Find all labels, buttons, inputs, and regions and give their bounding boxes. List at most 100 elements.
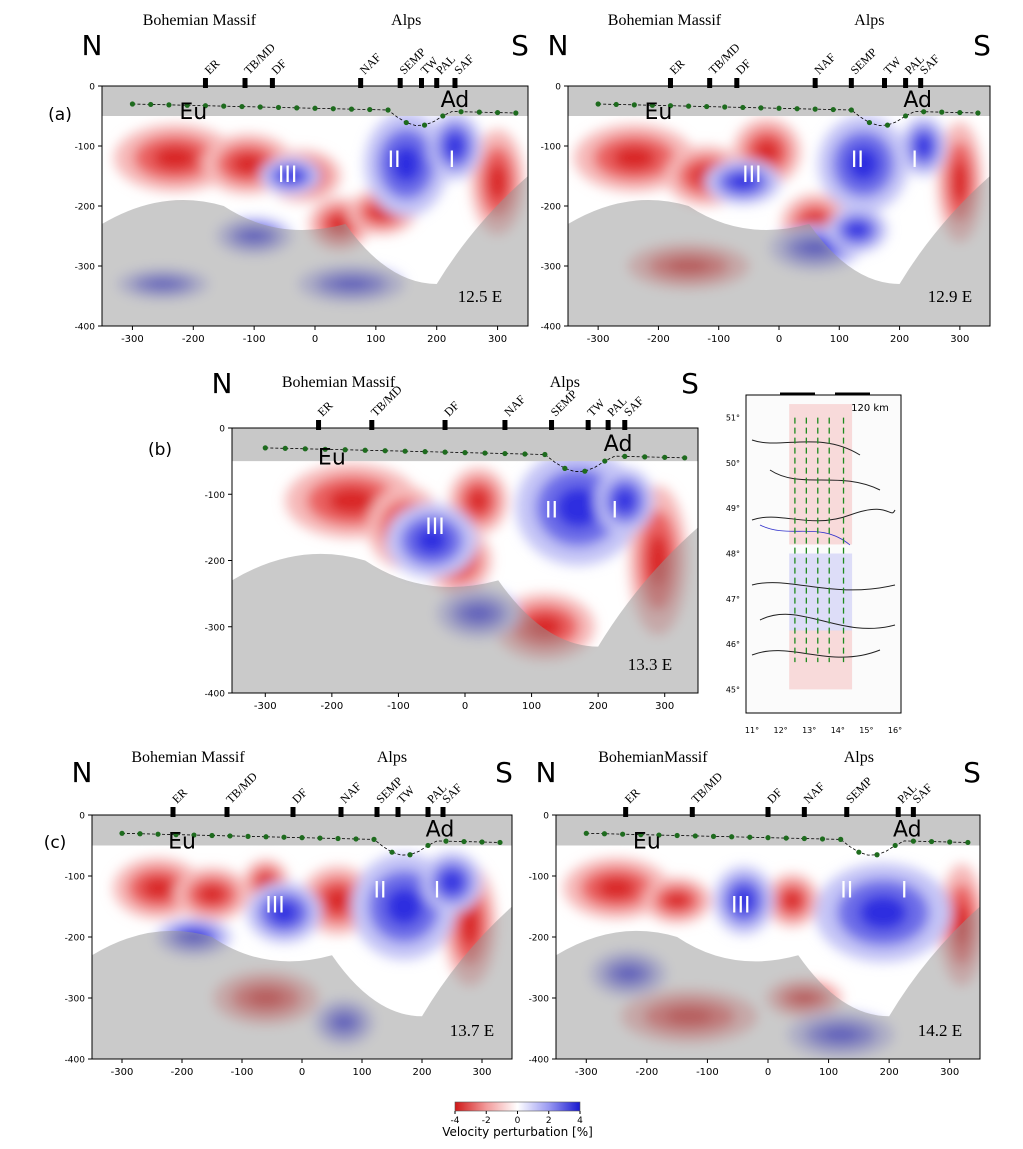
fault-label: TB/MD xyxy=(689,769,726,806)
anomaly-core xyxy=(612,145,657,171)
fault-marker xyxy=(452,78,458,88)
station-marker xyxy=(461,838,467,845)
group-label-alps: Alps xyxy=(854,12,884,29)
station-marker xyxy=(622,453,628,459)
station-marker xyxy=(921,109,927,115)
map-background xyxy=(746,395,901,713)
station-marker xyxy=(595,101,601,107)
y-tick-label: -200 xyxy=(65,934,86,944)
station-marker xyxy=(758,105,764,111)
station-marker xyxy=(312,105,318,111)
fault-marker xyxy=(269,78,275,88)
map-lon-label: 11° xyxy=(745,726,759,735)
station-marker xyxy=(729,834,735,840)
station-marker xyxy=(794,106,800,112)
y-tick-label: -300 xyxy=(75,263,96,273)
fault-marker xyxy=(369,420,375,430)
x-tick-label: -200 xyxy=(321,701,344,712)
x-tick-label: 0 xyxy=(776,334,782,345)
station-marker xyxy=(613,101,619,108)
fault-line xyxy=(769,469,881,491)
unit-label-i: I xyxy=(434,878,441,903)
map-lat-label: 49° xyxy=(726,504,740,513)
station-marker xyxy=(402,448,408,454)
station-marker xyxy=(542,451,548,458)
fault-label: SAF xyxy=(910,780,936,806)
station-marker xyxy=(275,104,282,111)
station-marker xyxy=(939,109,945,115)
resolution-mask xyxy=(102,176,528,326)
fault-marker xyxy=(895,807,901,817)
x-tick-label: -100 xyxy=(696,1067,719,1078)
station-marker xyxy=(965,839,971,846)
station-marker xyxy=(583,830,589,836)
y-tick-label: -300 xyxy=(65,995,86,1005)
x-tick-label: -200 xyxy=(182,334,205,345)
station-marker xyxy=(342,447,348,453)
fault-marker xyxy=(202,78,208,88)
panel-label: (c) xyxy=(44,833,67,853)
station-marker xyxy=(442,449,448,455)
x-tick-label: -300 xyxy=(121,334,144,345)
fault-marker xyxy=(585,420,591,430)
anomaly-core xyxy=(385,887,423,926)
x-tick-label: 0 xyxy=(765,1067,771,1078)
fault-label: ER xyxy=(202,56,223,77)
colorbar-tick-label: 2 xyxy=(546,1116,552,1126)
colorbar-tick-label: 4 xyxy=(577,1116,583,1126)
station-marker xyxy=(302,446,308,452)
fault-marker xyxy=(395,807,401,817)
x-tick-label: 100 xyxy=(366,334,385,345)
fault-marker xyxy=(765,807,771,817)
fault-label: TW xyxy=(881,54,905,78)
fault-marker xyxy=(882,78,887,88)
fault-marker xyxy=(549,420,555,430)
unit-label-ii: II xyxy=(545,498,558,523)
fault-line xyxy=(751,649,881,658)
unit-label-ii: II xyxy=(840,878,853,903)
group-label-alps: Alps xyxy=(550,374,580,391)
x-tick-label: 200 xyxy=(890,334,909,345)
fault-marker xyxy=(316,420,322,430)
fault-marker xyxy=(622,420,628,430)
x-tick-label: -100 xyxy=(387,701,410,712)
x-tick-label: 300 xyxy=(488,334,507,345)
x-tick-label: 100 xyxy=(819,1067,838,1078)
station-marker xyxy=(262,445,268,451)
fault-label: NAF xyxy=(337,779,364,806)
resolution-mask xyxy=(556,906,980,1059)
station-marker xyxy=(783,835,789,841)
x-tick-label: 200 xyxy=(412,1067,431,1078)
station-marker xyxy=(819,836,826,842)
station-marker xyxy=(656,832,662,838)
station-marker xyxy=(330,106,336,112)
y-tick-label: -100 xyxy=(75,143,96,153)
x-tick-label: 100 xyxy=(352,1067,371,1078)
anomaly-core xyxy=(460,902,480,947)
station-marker xyxy=(704,103,710,110)
station-marker xyxy=(184,102,190,108)
south-label: S xyxy=(963,756,981,789)
north-label: N xyxy=(536,756,557,789)
station-marker xyxy=(239,103,245,110)
colorbar-tick-label: 0 xyxy=(515,1116,521,1126)
fault-marker xyxy=(502,420,508,430)
x-tick-label: -100 xyxy=(243,334,266,345)
station-marker xyxy=(910,838,916,844)
unit-label-eu: Eu xyxy=(179,100,207,125)
anomaly-core xyxy=(198,884,226,904)
unit-label-iii: III xyxy=(278,163,297,188)
fault-label: DF xyxy=(733,56,754,77)
anomaly-core xyxy=(846,221,869,239)
fault-marker xyxy=(397,78,403,88)
fault-label: TB/MD xyxy=(223,769,260,806)
x-tick-label: -300 xyxy=(575,1067,598,1078)
map-lat-label: 47° xyxy=(726,595,740,604)
station-marker xyxy=(494,109,501,116)
station-marker xyxy=(371,836,377,843)
station-marker xyxy=(119,830,125,836)
